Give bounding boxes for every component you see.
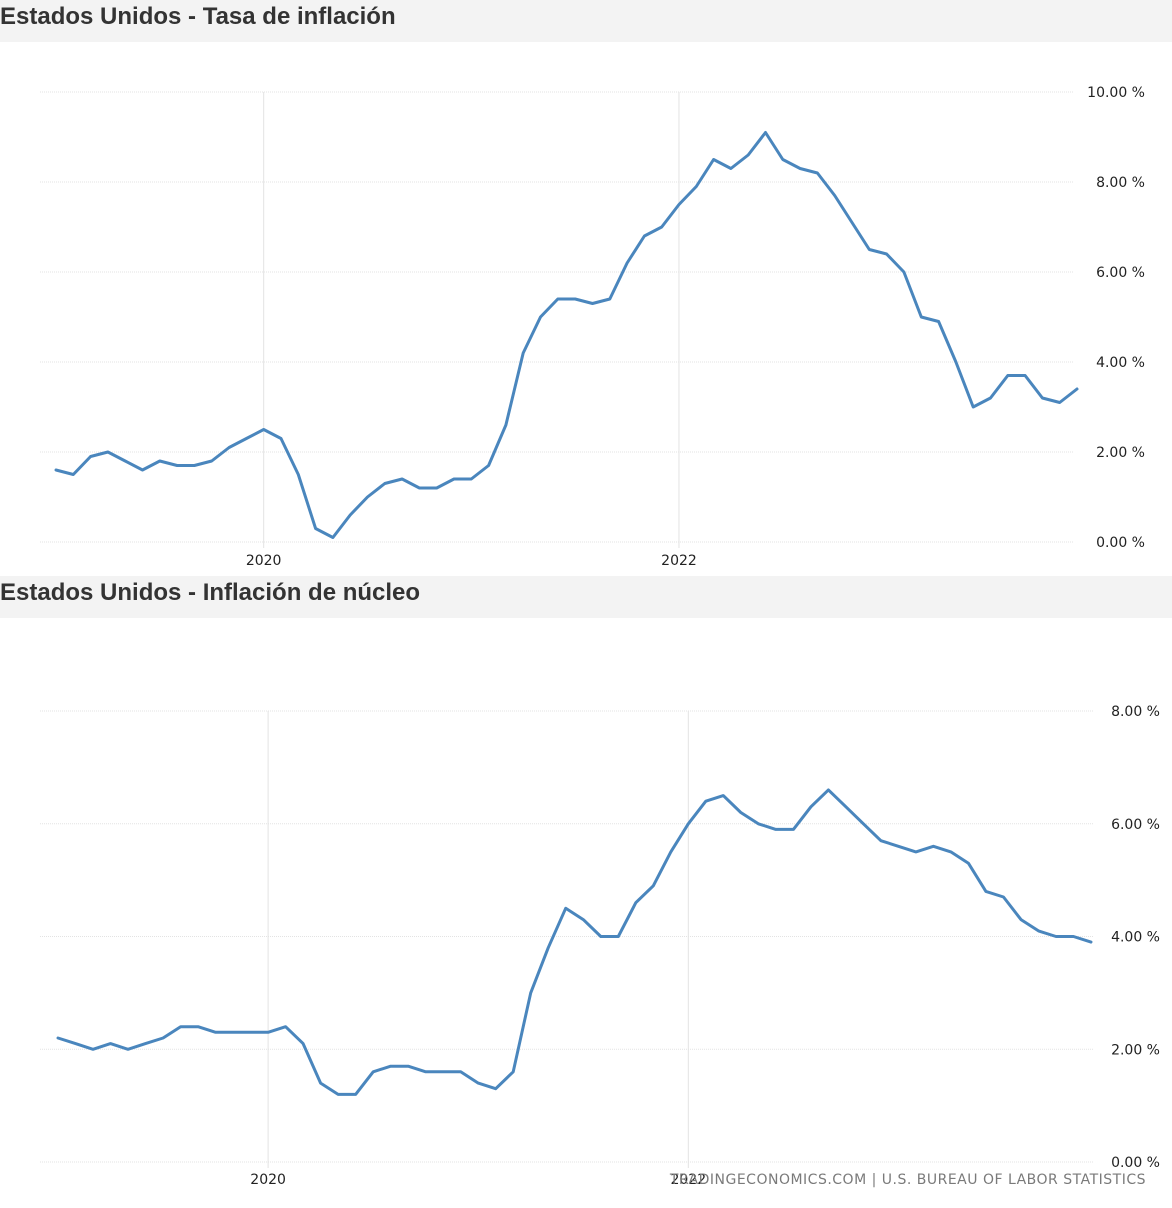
chart-title: Estados Unidos - Tasa de inflación <box>0 3 396 30</box>
x-tick-label: 2020 <box>246 553 282 569</box>
y-tick-label: 4.00 % <box>1096 355 1145 371</box>
core-inflation-chart: 0.00 % 2.00 % 4.00 % 6.00 % 8.00 % 2020 2022 <box>40 704 1160 1188</box>
source-attribution: TRADINGECONOMICS.COM | U.S. BUREAU OF LA… <box>669 1172 1146 1188</box>
core-inflation-panel: Estados Unidos - Inflación de núcleo 0.0… <box>0 576 1172 1188</box>
y-tick-label: 8.00 % <box>1096 175 1145 191</box>
series-line <box>56 788 1093 1096</box>
panel-header <box>0 576 1172 618</box>
y-tick-label: 6.00 % <box>1096 265 1145 281</box>
x-tick-label: 2022 <box>670 1172 706 1188</box>
series-line <box>54 131 1079 539</box>
chart-title: Estados Unidos - Inflación de núcleo <box>0 579 421 606</box>
y-tick-label: 6.00 % <box>1111 817 1160 833</box>
y-tick-label: 0.00 % <box>1096 535 1145 551</box>
y-tick-label: 4.00 % <box>1111 930 1160 946</box>
headline-inflation-chart: 0.00 % 2.00 % 4.00 % 6.00 % 8.00 % 10.00 % 202… <box>40 85 1145 569</box>
y-tick-label: 2.00 % <box>1096 445 1145 461</box>
x-tick-label: 2022 <box>661 553 697 569</box>
y-tick-label: 8.00 % <box>1111 704 1160 720</box>
headline-inflation-panel: Estados Unidos - Tasa de inflación 0.00 … <box>0 0 1172 578</box>
y-tick-label: 10.00 % <box>1087 85 1145 101</box>
x-tick-label: 2020 <box>250 1172 286 1188</box>
panel-header <box>0 0 1172 42</box>
y-tick-label: 0.00 % <box>1111 1155 1160 1171</box>
y-tick-label: 2.00 % <box>1111 1042 1160 1058</box>
